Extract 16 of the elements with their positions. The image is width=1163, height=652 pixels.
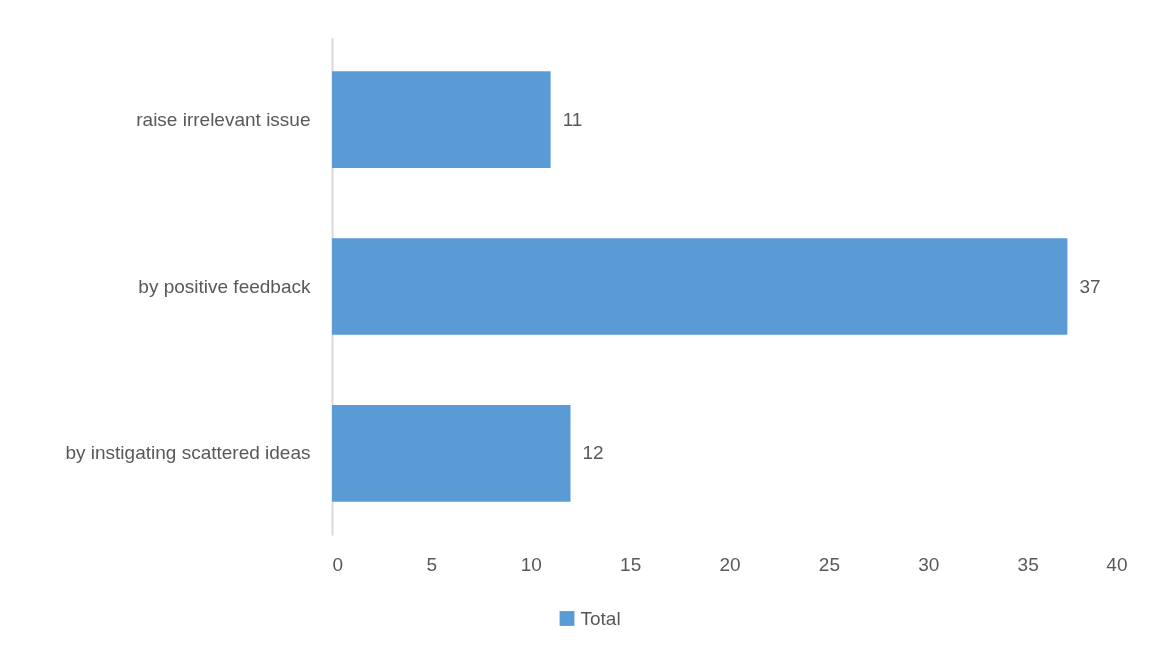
x-tick-label: 15 xyxy=(620,553,642,575)
data-label: 12 xyxy=(582,442,604,464)
x-tick-label: 10 xyxy=(520,553,542,575)
x-tick-label: 40 xyxy=(1106,553,1128,575)
x-tick-label: 20 xyxy=(719,553,741,575)
y-tick-label: by instigating scattered ideas xyxy=(65,442,311,464)
legend-label: Total xyxy=(580,607,621,629)
y-tick-label: raise irrelevant issue xyxy=(136,108,311,130)
x-tick-label: 35 xyxy=(1017,553,1039,575)
x-tick-label: 30 xyxy=(918,553,940,575)
data-label: 11 xyxy=(562,108,583,130)
data-label: 37 xyxy=(1079,275,1101,297)
x-tick-label: 0 xyxy=(332,553,344,575)
x-tick-label: 5 xyxy=(426,553,438,575)
y-tick-label: by positive feedback xyxy=(138,275,311,297)
x-tick-label: 25 xyxy=(818,553,840,575)
